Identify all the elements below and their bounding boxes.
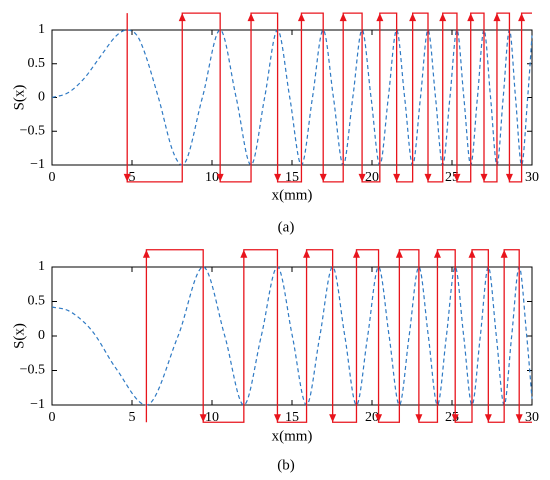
- arrow-head: [240, 249, 248, 258]
- y-tick-label: 0.5: [28, 294, 46, 309]
- arrow-head: [439, 13, 447, 22]
- x-tick-label: 15: [285, 170, 299, 185]
- arrow-head: [453, 173, 461, 182]
- arrow-head: [468, 249, 476, 258]
- arrow-head: [142, 249, 150, 258]
- arrow-head: [409, 13, 417, 22]
- y-tick-label: −1: [30, 157, 45, 172]
- arrow-head: [467, 13, 475, 22]
- x-tick-label: 10: [205, 410, 219, 425]
- arrow-head: [415, 414, 423, 423]
- y-tick-label: −0.5: [20, 363, 45, 378]
- arrow-head: [451, 414, 459, 423]
- arrow-head: [393, 173, 401, 182]
- x-tick-label: 0: [49, 410, 56, 425]
- x-tick-label: 20: [365, 410, 379, 425]
- x-axis-label: x(mm): [272, 428, 313, 444]
- arrow-head: [480, 173, 488, 182]
- arrow-head: [493, 13, 501, 22]
- arrow-head: [424, 173, 432, 182]
- arrow-head: [319, 173, 327, 182]
- arrow-head: [178, 13, 186, 22]
- panel: 0 5 10 15 20 25 30−1−0.500.51x(mm)S(x)(b): [11, 249, 539, 473]
- x-tick-label: 15: [285, 410, 299, 425]
- arrow-head: [375, 414, 383, 423]
- arrow-head: [484, 414, 492, 423]
- y-tick-label: 0: [38, 328, 45, 343]
- arrow-head: [500, 249, 508, 258]
- x-tick-label: 10: [205, 170, 219, 185]
- y-tick-label: 0.5: [28, 56, 46, 71]
- arrow-head: [274, 173, 282, 182]
- y-axis-label: S(x): [11, 323, 27, 349]
- arrow-head: [515, 414, 523, 423]
- arrow-head: [395, 249, 403, 258]
- x-axis-label: x(mm): [272, 187, 313, 203]
- x-tick-label: 30: [525, 170, 539, 185]
- arrow-head: [273, 414, 281, 423]
- x-tick-label: 0: [49, 170, 56, 185]
- y-tick-label: −1: [30, 397, 45, 412]
- arrow-head: [358, 173, 366, 182]
- y-tick-label: −0.5: [20, 123, 45, 138]
- arrow-head: [297, 13, 305, 22]
- y-axis-label: S(x): [11, 85, 27, 111]
- arrow-head: [216, 173, 224, 182]
- arrow-head: [339, 13, 347, 22]
- arrow-head: [123, 173, 131, 182]
- caption: (b): [277, 457, 295, 473]
- arrow-head: [518, 13, 526, 22]
- arrow-head: [329, 414, 337, 423]
- x-tick-label: 20: [365, 170, 379, 185]
- y-tick-label: 0: [38, 90, 45, 105]
- arrow-head: [247, 13, 255, 22]
- curve: [51, 29, 533, 166]
- panel: 0 5 10 15 20 25 30−1−0.500.51x(mm)S(x)(a): [11, 12, 539, 235]
- curve: [51, 266, 533, 406]
- square-wave: [145, 249, 532, 423]
- x-tick-label: 5: [129, 170, 136, 185]
- arrow-head: [433, 249, 441, 258]
- x-tick-label: 30: [525, 410, 539, 425]
- arrow-head: [199, 414, 207, 423]
- x-tick-label: 5: [129, 410, 136, 425]
- arrow-head: [303, 249, 311, 258]
- arrow-head: [505, 173, 513, 182]
- arrow-head: [376, 13, 384, 22]
- square-wave: [126, 12, 532, 183]
- axes-box: [51, 29, 533, 166]
- caption: (a): [278, 219, 295, 235]
- y-tick-label: 1: [38, 22, 45, 37]
- y-tick-label: 1: [38, 259, 45, 274]
- arrow-head: [352, 249, 360, 258]
